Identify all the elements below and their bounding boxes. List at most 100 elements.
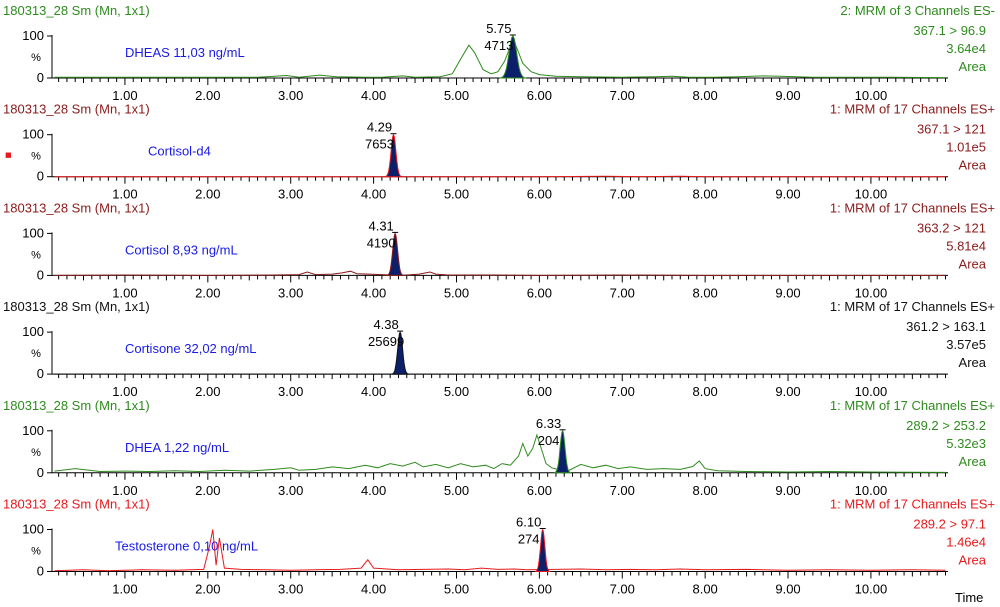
x-tick-label: 5.00 xyxy=(444,88,469,103)
x-tick-label: 6.00 xyxy=(527,483,552,498)
x-tick-label: 3.00 xyxy=(278,88,303,103)
transition-label: 363.2 > 121 xyxy=(917,220,986,235)
x-tick-label: 7.00 xyxy=(610,483,635,498)
transition-label: 289.2 > 97.1 xyxy=(913,517,986,532)
x-tick-label: 8.00 xyxy=(692,187,717,202)
peak-area: 4713 xyxy=(484,38,513,53)
x-tick-label: 3.00 xyxy=(278,187,303,202)
x-tick-label: 1.00 xyxy=(112,483,137,498)
x-tick-label: 2.00 xyxy=(195,384,220,399)
function-label: 2: MRM of 3 Channels ES- xyxy=(840,3,995,18)
chromatogram-trace xyxy=(54,35,946,79)
integrated-peak xyxy=(384,133,403,178)
mode-label: Area xyxy=(959,158,987,173)
sample-label: 180313_28 Sm (Mn, 1x1) xyxy=(3,299,150,314)
x-tick-label: 10.00 xyxy=(855,582,888,597)
y-tick-label: 0 xyxy=(37,169,44,184)
x-tick-label: 1.00 xyxy=(112,88,137,103)
x-tick-label: 1.00 xyxy=(112,582,137,597)
compound-label: Cortisol-d4 xyxy=(148,144,211,159)
integrated-peak xyxy=(391,330,409,375)
function-label: 1: MRM of 17 Channels ES+ xyxy=(830,497,995,512)
y-axis-percent: % xyxy=(31,249,41,261)
transition-label: 367.1 > 121 xyxy=(917,122,986,137)
x-tick-label: 5.00 xyxy=(444,384,469,399)
sample-label: 180313_28 Sm (Mn, 1x1) xyxy=(3,398,150,413)
y-tick-label: 0 xyxy=(37,70,44,85)
compound-label: Cortisol 8,93 ng/mL xyxy=(125,242,238,257)
x-tick-label: 3.00 xyxy=(278,285,303,300)
y-tick-label: 100 xyxy=(22,324,44,339)
mode-label: Area xyxy=(959,59,987,74)
x-tick-label: 2.00 xyxy=(195,285,220,300)
chromatogram-panel xyxy=(47,133,948,184)
x-tick-label: 4.00 xyxy=(361,483,386,498)
sample-label: 180313_28 Sm (Mn, 1x1) xyxy=(3,497,150,512)
x-tick-label: 4.00 xyxy=(361,187,386,202)
y-axis-percent: % xyxy=(31,151,41,163)
chromatogram-panel xyxy=(47,231,948,283)
x-tick-label: 8.00 xyxy=(692,88,717,103)
peak-retention-time: 4.29 xyxy=(367,120,392,135)
y-tick-label: 0 xyxy=(37,465,44,480)
y-axis-percent: % xyxy=(31,447,41,459)
peak-area: 4190 xyxy=(367,235,396,250)
x-tick-label: 7.00 xyxy=(610,88,635,103)
chromatogram-trace xyxy=(54,529,946,572)
intensity-label: 1.46e4 xyxy=(946,535,986,550)
y-tick-label: 100 xyxy=(22,28,44,43)
x-tick-label: 9.00 xyxy=(775,88,800,103)
chromatogram-panel xyxy=(47,528,948,579)
x-tick-label: 4.00 xyxy=(361,384,386,399)
y-tick-label: 100 xyxy=(22,522,44,537)
intensity-label: 3.57e5 xyxy=(946,337,986,352)
peak-area: 274 xyxy=(518,532,540,547)
x-tick-label: 8.00 xyxy=(692,582,717,597)
x-tick-label: 6.00 xyxy=(527,187,552,202)
x-tick-label: 1.00 xyxy=(112,187,137,202)
y-tick-label: 100 xyxy=(22,423,44,438)
function-label: 1: MRM of 17 Channels ES+ xyxy=(830,200,995,215)
y-axis-percent: % xyxy=(31,546,41,558)
peak-retention-time: 4.31 xyxy=(368,218,393,233)
x-tick-label: 4.00 xyxy=(361,88,386,103)
x-tick-label: 10.00 xyxy=(855,187,888,202)
x-tick-label: 9.00 xyxy=(775,187,800,202)
chromatogram-panel xyxy=(47,330,948,382)
integrated-peak xyxy=(386,232,404,276)
x-tick-label: 1.00 xyxy=(112,285,137,300)
function-label: 1: MRM of 17 Channels ES+ xyxy=(830,102,995,117)
x-tick-label: 3.00 xyxy=(278,483,303,498)
peak-retention-time: 6.10 xyxy=(516,515,541,530)
x-tick-label: 2.00 xyxy=(195,88,220,103)
peak-retention-time: 5.75 xyxy=(486,21,511,36)
transition-label: 289.2 > 253.2 xyxy=(906,418,986,433)
chromatogram-trace xyxy=(54,270,946,276)
compound-label: Testosterone 0,10 ng/mL xyxy=(115,539,258,554)
x-tick-label: 1.00 xyxy=(112,384,137,399)
chromatogram-trace xyxy=(54,433,946,473)
chromatogram-panel xyxy=(47,34,948,85)
sample-label: 180313_28 Sm (Mn, 1x1) xyxy=(3,102,150,117)
mode-label: Area xyxy=(959,454,987,469)
x-tick-label: 7.00 xyxy=(610,384,635,399)
y-tick-label: 100 xyxy=(22,127,44,142)
y-tick-label: 0 xyxy=(37,267,44,282)
x-tick-label: 2.00 xyxy=(195,483,220,498)
sample-label: 180313_28 Sm (Mn, 1x1) xyxy=(3,3,150,18)
y-axis-percent: % xyxy=(31,52,41,64)
intensity-label: 5.32e3 xyxy=(946,436,986,451)
x-tick-label: 7.00 xyxy=(610,187,635,202)
compound-label: Cortisone 32,02 ng/mL xyxy=(125,341,257,356)
x-tick-label: 6.00 xyxy=(527,88,552,103)
y-tick-label: 0 xyxy=(37,564,44,579)
function-label: 1: MRM of 17 Channels ES+ xyxy=(830,299,995,314)
x-tick-label: 10.00 xyxy=(855,384,888,399)
y-tick-label: 0 xyxy=(37,366,44,381)
y-axis-percent: % xyxy=(31,348,41,360)
x-tick-label: 10.00 xyxy=(855,483,888,498)
mode-label: Area xyxy=(959,256,987,271)
x-tick-label: 8.00 xyxy=(692,384,717,399)
x-tick-label: 7.00 xyxy=(610,582,635,597)
